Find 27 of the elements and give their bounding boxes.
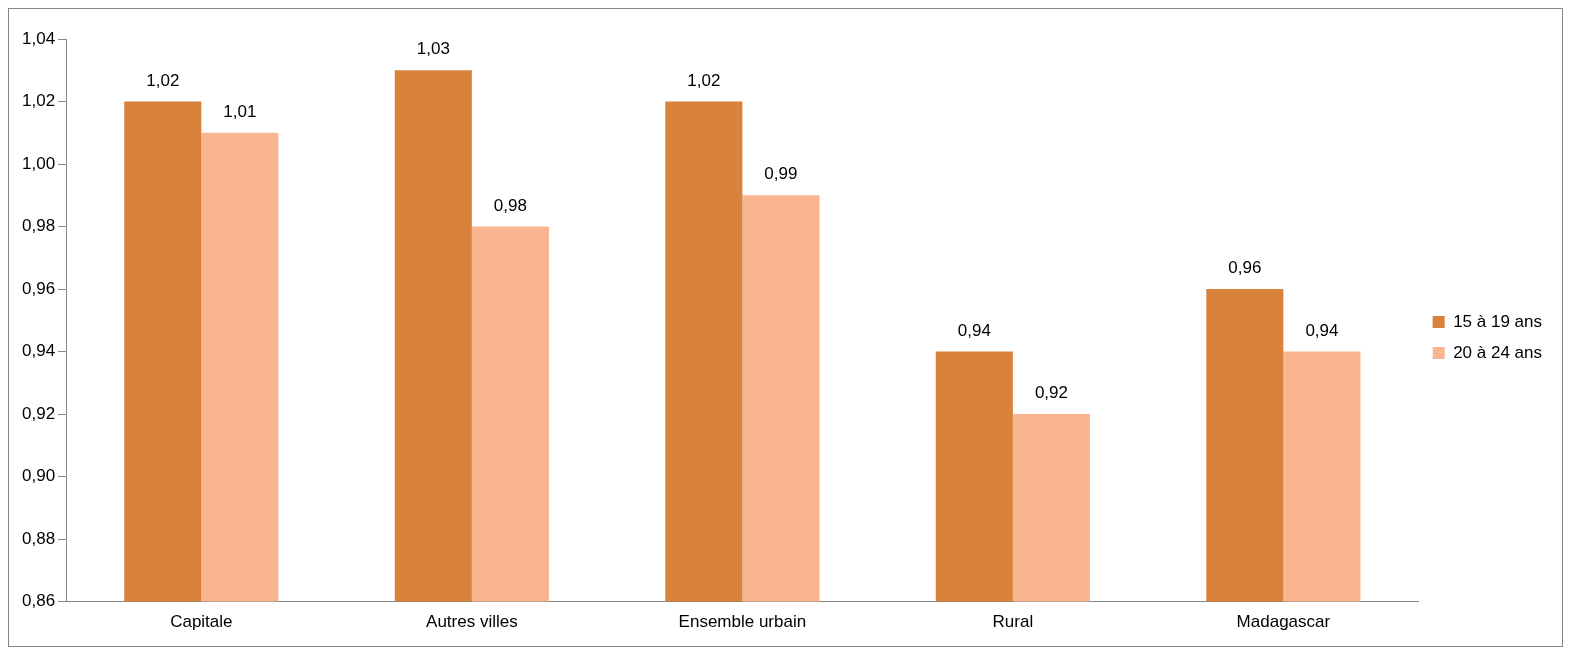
data-label: 1,01 xyxy=(223,101,257,121)
data-label: 0,92 xyxy=(1034,383,1068,403)
x-tick-label: Rural xyxy=(992,612,1034,632)
x-tick-label: Madagascar xyxy=(1236,612,1331,632)
data-label: 1,02 xyxy=(687,70,721,90)
y-tick-label: 1,02 xyxy=(21,91,56,111)
data-label: 0,99 xyxy=(764,164,798,184)
x-tick-label: Ensemble urbain xyxy=(678,612,807,632)
data-label: 0,94 xyxy=(957,320,991,340)
legend-label: 15 à 19 ans xyxy=(1453,311,1543,331)
data-label: 0,98 xyxy=(493,195,527,215)
y-tick-label: 0,96 xyxy=(21,278,56,298)
y-tick-label: 0,90 xyxy=(21,466,56,486)
y-tick-label: 0,86 xyxy=(21,591,56,611)
y-tick-label: 1,00 xyxy=(21,153,56,173)
legend-label: 20 à 24 ans xyxy=(1453,342,1543,362)
y-tick-label: 0,92 xyxy=(21,403,56,423)
y-tick-label: 1,04 xyxy=(21,28,56,48)
y-tick-label: 0,98 xyxy=(21,216,56,236)
y-tick-label: 0,88 xyxy=(21,528,56,548)
y-tick-label: 0,94 xyxy=(21,341,56,361)
x-tick-label: Capitale xyxy=(170,612,233,632)
x-tick-label: Autres villes xyxy=(426,612,518,632)
data-label: 1,03 xyxy=(416,39,450,59)
data-label: 0,96 xyxy=(1228,258,1262,278)
data-label: 1,02 xyxy=(146,70,180,90)
data-label: 0,94 xyxy=(1305,320,1339,340)
